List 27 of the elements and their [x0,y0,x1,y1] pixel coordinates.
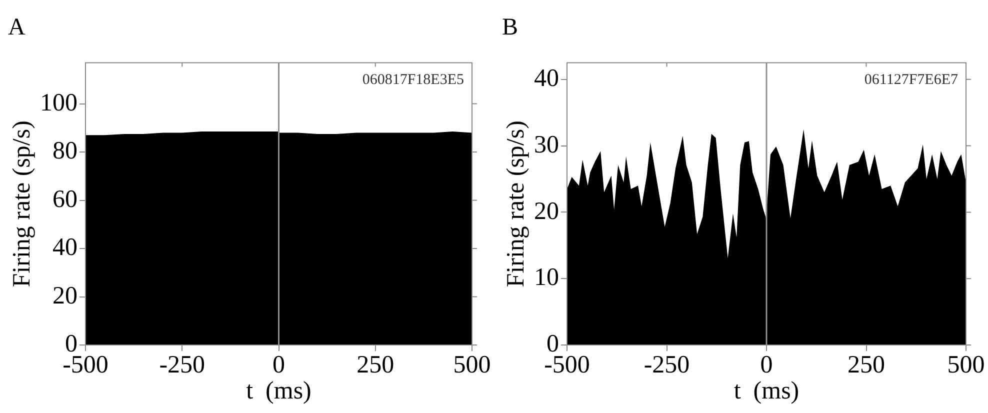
x-tick-label: 500 [453,352,491,379]
y-tick-label: 40 [534,64,559,92]
x-tick-label: -250 [644,352,690,379]
x-tick-label: 250 [356,352,394,379]
x-tick-label: -250 [159,352,206,379]
y-tick-label: 30 [534,131,559,158]
chart-title: B [502,14,518,41]
y-tick-label: 20 [534,198,559,225]
y-axis-title: Firing rate (sp/s) [8,120,36,288]
y-tick-label: 20 [52,282,78,310]
x-axis-title: t (ms) [246,378,312,405]
y-axis-title: Firing rate (sp/s) [502,120,530,288]
x-axis-title: t (ms) [734,378,800,405]
x-tick-label: 0 [760,352,773,379]
y-tick-label: 10 [534,264,559,292]
y-tick-label: 60 [52,186,78,213]
x-tick-label: 500 [947,352,985,379]
x-tick-label: 0 [272,352,285,379]
x-tick-label: -500 [544,352,590,379]
annotation: 060817F18E3E5 [362,72,464,88]
chart-title: A [8,14,26,41]
y-tick-label: 100 [40,89,78,116]
y-tick-label: 80 [52,138,78,165]
annotation: 061127F7E6E7 [864,72,958,88]
x-tick-label: 250 [848,352,885,379]
y-tick-label: 40 [52,234,78,262]
x-tick-label: -500 [62,352,108,379]
